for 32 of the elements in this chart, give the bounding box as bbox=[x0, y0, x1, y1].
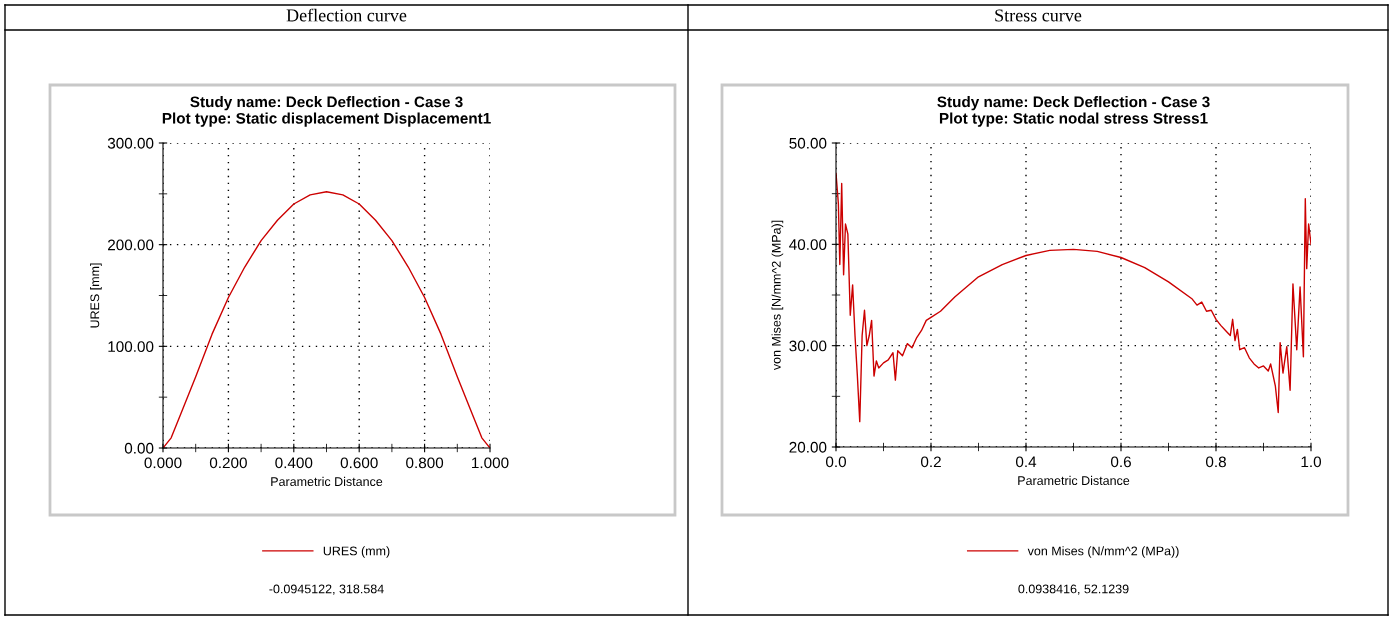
x-axis-title: Parametric Distance bbox=[1018, 475, 1130, 486]
x-tick-label: 0.4 bbox=[1015, 456, 1037, 468]
x-axis-title: Parametric Distance bbox=[271, 476, 383, 487]
x-tick-label: 0.400 bbox=[275, 457, 313, 469]
chart-title: Study name: Deck Deflection - Case 3 Plot type: Static displacement Displacement1 bbox=[162, 96, 491, 127]
x-tick-label: 1.0 bbox=[1301, 456, 1322, 468]
y-axis-title: von Mises [N/mm^2 (MPa)] bbox=[771, 220, 784, 371]
x-tick-label: 0.600 bbox=[340, 457, 378, 469]
legend-label: von Mises (N/mm^2 (MPa)) bbox=[1027, 546, 1179, 558]
y-tick-label: 50.00 bbox=[789, 137, 827, 149]
y-tick-label: 30.00 bbox=[789, 340, 827, 352]
chart-title: Study name: Deck Deflection - Case 3 Plot type: Static nodal stress Stress1 bbox=[937, 96, 1210, 127]
y-tick-label: 40.00 bbox=[789, 239, 827, 251]
y-tick-label: 0.00 bbox=[124, 442, 154, 454]
x-tick-label: 1.000 bbox=[472, 457, 509, 469]
y-tick-label: 300.00 bbox=[107, 137, 154, 149]
x-tick-label: 0.800 bbox=[406, 457, 444, 469]
y-tick-label: 100.00 bbox=[108, 341, 154, 353]
y-axis-title: URES [mm] bbox=[90, 263, 102, 328]
y-tick-label: 20.00 bbox=[789, 441, 827, 453]
legend-label: URES (mm) bbox=[323, 546, 390, 558]
text: 0.0938416, 52.1239 bbox=[1018, 584, 1129, 595]
x-tick-label: 0.200 bbox=[209, 457, 247, 469]
y-tick-label: 200.00 bbox=[108, 239, 154, 251]
x-tick-label: 0.6 bbox=[1110, 456, 1131, 468]
x-tick-label: 0.2 bbox=[920, 456, 941, 468]
x-tick-label: 0.0 bbox=[825, 456, 847, 468]
x-tick-label: 0.8 bbox=[1205, 456, 1226, 468]
x-tick-label: 0.000 bbox=[144, 457, 182, 469]
text: -0.0945122, 318.584 bbox=[269, 584, 384, 595]
text: Deflection curve bbox=[286, 8, 407, 22]
text: Stress curve bbox=[995, 9, 1082, 22]
